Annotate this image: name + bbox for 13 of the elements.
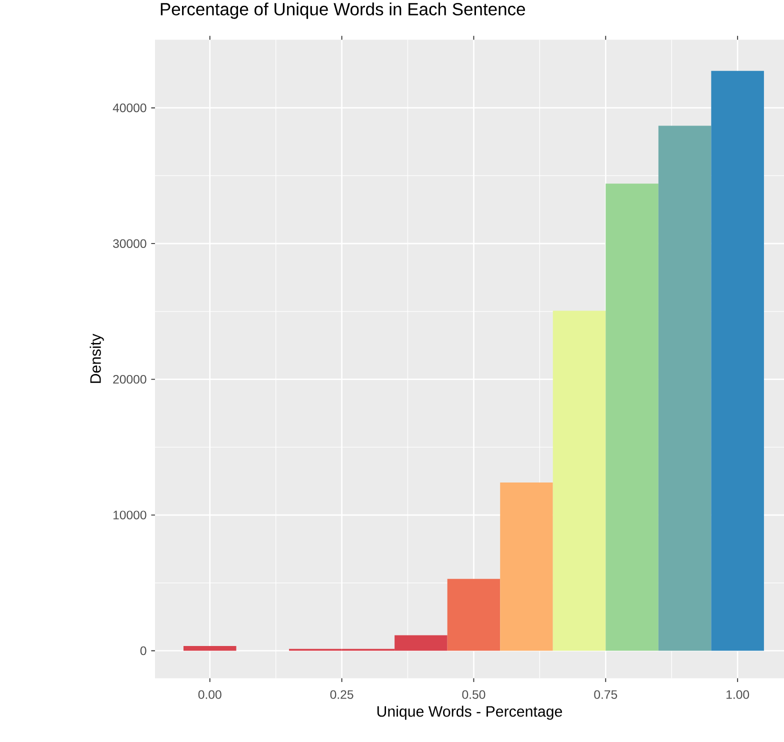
x-tick-label: 0.00 [198, 690, 222, 700]
y-tick-label: 10000 [113, 510, 146, 520]
x-axis-title: Unique Words - Percentage [377, 706, 562, 720]
x-tick-label: 1.00 [726, 690, 750, 700]
y-tick-label: 30000 [113, 239, 146, 248]
y-tick-label: 20000 [113, 375, 146, 384]
x-tick-label: 0.50 [462, 690, 486, 700]
x-tick-label: 0.75 [594, 690, 618, 700]
y-tick-label: 40000 [112, 104, 146, 112]
y-tick-label: 0 [140, 646, 146, 656]
chart-title: Percentage of Unique Words in Each Sentence [160, 2, 526, 20]
y-axis-title: Density [90, 334, 104, 384]
x-tick-label: 0.25 [330, 690, 354, 700]
